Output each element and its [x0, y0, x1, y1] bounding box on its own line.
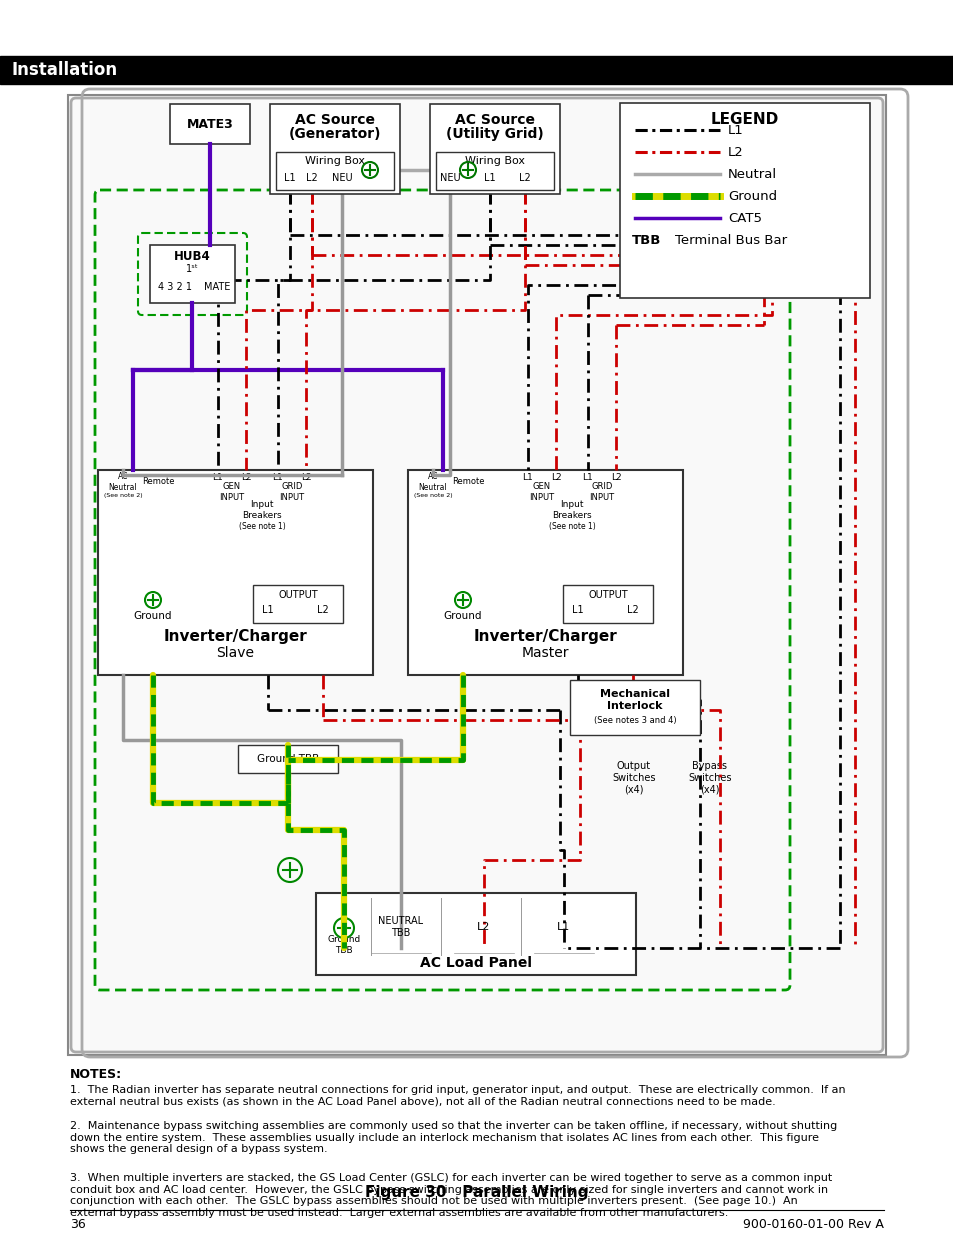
Text: Input
Breakers: Input Breakers	[242, 500, 281, 520]
Text: Installation: Installation	[12, 61, 118, 79]
Text: GRID
INPUT: GRID INPUT	[589, 483, 614, 501]
Text: NOTES:: NOTES:	[70, 1068, 122, 1081]
Text: Master: Master	[521, 646, 569, 659]
Text: Bypass
Switches
(x4): Bypass Switches (x4)	[687, 762, 731, 794]
Text: GRID
INPUT: GRID INPUT	[279, 483, 304, 501]
Text: L1: L1	[484, 173, 496, 183]
Text: (Generator): (Generator)	[289, 127, 381, 141]
Text: (Utility Grid): (Utility Grid)	[446, 127, 543, 141]
Text: 900-0160-01-00 Rev A: 900-0160-01-00 Rev A	[742, 1218, 883, 1230]
Text: L2: L2	[476, 923, 490, 932]
Text: Inverter/Charger: Inverter/Charger	[164, 630, 307, 645]
Text: HUB4: HUB4	[174, 251, 211, 263]
Text: L2: L2	[610, 473, 620, 483]
Text: L1: L1	[727, 124, 743, 137]
Bar	[569, 680, 700, 735]
Bar	[436, 152, 554, 190]
Text: Ground: Ground	[443, 611, 482, 621]
Bar	[0, 56, 953, 84]
Text: (See notes 3 and 4): (See notes 3 and 4)	[593, 715, 676, 725]
Text: L1: L1	[262, 605, 274, 615]
Text: LEGEND: LEGEND	[710, 111, 779, 126]
Text: TBB: TBB	[391, 927, 410, 939]
Text: L1: L1	[582, 473, 593, 483]
Text: 1ˢᵗ: 1ˢᵗ	[186, 264, 199, 274]
Text: Ground
TBB: Ground TBB	[327, 935, 360, 955]
Text: L1: L1	[273, 473, 283, 483]
Text: L2: L2	[306, 173, 317, 183]
Text: MATE: MATE	[203, 282, 230, 291]
Text: L2: L2	[300, 473, 311, 483]
Text: L2: L2	[626, 605, 639, 615]
Text: (See note 1): (See note 1)	[238, 522, 285, 531]
Bar	[150, 245, 234, 303]
Bar	[408, 471, 682, 676]
Text: GEN
INPUT: GEN INPUT	[529, 483, 554, 501]
Text: TBB: TBB	[631, 233, 660, 247]
Text: AC Load Panel: AC Load Panel	[419, 956, 532, 969]
Text: AC Source: AC Source	[455, 112, 535, 127]
Text: Input
Breakers: Input Breakers	[552, 500, 591, 520]
Bar	[170, 104, 250, 144]
Text: Wiring Box: Wiring Box	[305, 156, 365, 165]
Bar	[253, 585, 343, 622]
Bar	[315, 893, 636, 974]
Text: L2: L2	[550, 473, 560, 483]
Text: Slave: Slave	[216, 646, 254, 659]
Text: Figure 30   Parallel Wiring: Figure 30 Parallel Wiring	[365, 1184, 588, 1199]
Text: Inverter/Charger: Inverter/Charger	[473, 630, 617, 645]
Text: 2.  Maintenance bypass switching assemblies are commonly used so that the invert: 2. Maintenance bypass switching assembli…	[70, 1121, 837, 1155]
Text: L2: L2	[316, 605, 329, 615]
Text: Output
Switches
(x4): Output Switches (x4)	[612, 762, 655, 794]
Text: Terminal Bus Bar: Terminal Bus Bar	[675, 233, 786, 247]
Text: L1: L1	[557, 923, 570, 932]
Bar	[430, 104, 559, 194]
Text: NEUTRAL: NEUTRAL	[378, 916, 423, 926]
Text: L2: L2	[727, 146, 743, 158]
Text: MATE3: MATE3	[187, 117, 233, 131]
Text: NEU: NEU	[439, 173, 460, 183]
Text: AC Source: AC Source	[294, 112, 375, 127]
Bar	[237, 745, 337, 773]
Text: Wiring Box: Wiring Box	[464, 156, 524, 165]
Text: Ground TBB: Ground TBB	[256, 755, 319, 764]
Text: Remote: Remote	[142, 478, 174, 487]
Bar	[275, 152, 394, 190]
Text: L1: L1	[284, 173, 295, 183]
Bar	[98, 471, 373, 676]
Bar	[270, 104, 399, 194]
Text: (See note 2): (See note 2)	[104, 494, 142, 499]
Text: OUTPUT: OUTPUT	[588, 590, 627, 600]
Text: Mechanical: Mechanical	[599, 689, 669, 699]
Text: OUTPUT: OUTPUT	[278, 590, 317, 600]
Text: (See note 1): (See note 1)	[548, 522, 595, 531]
Text: NEU: NEU	[332, 173, 352, 183]
Text: GEN
INPUT: GEN INPUT	[219, 483, 244, 501]
Text: AC
Neutral: AC Neutral	[109, 472, 137, 492]
Text: 3.  When multiple inverters are stacked, the GS Load Center (GSLC) for each inve: 3. When multiple inverters are stacked, …	[70, 1173, 831, 1218]
Text: (See note 2): (See note 2)	[414, 494, 452, 499]
Text: CAT5: CAT5	[727, 211, 761, 225]
Text: L1: L1	[572, 605, 583, 615]
Bar	[562, 585, 652, 622]
Text: AC
Neutral: AC Neutral	[418, 472, 447, 492]
Text: Ground: Ground	[727, 189, 777, 203]
Text: 4 3 2 1: 4 3 2 1	[158, 282, 192, 291]
Bar	[68, 95, 885, 1055]
Bar	[619, 103, 869, 298]
Text: L2: L2	[240, 473, 251, 483]
Text: Interlock: Interlock	[607, 701, 662, 711]
Text: L1: L1	[213, 473, 223, 483]
Text: 36: 36	[70, 1218, 86, 1230]
Text: Ground: Ground	[133, 611, 172, 621]
Text: Neutral: Neutral	[727, 168, 777, 180]
Text: Remote: Remote	[452, 478, 484, 487]
Text: L2: L2	[518, 173, 530, 183]
Text: 1.  The Radian inverter has separate neutral connections for grid input, generat: 1. The Radian inverter has separate neut…	[70, 1086, 844, 1107]
Text: L1: L1	[522, 473, 533, 483]
